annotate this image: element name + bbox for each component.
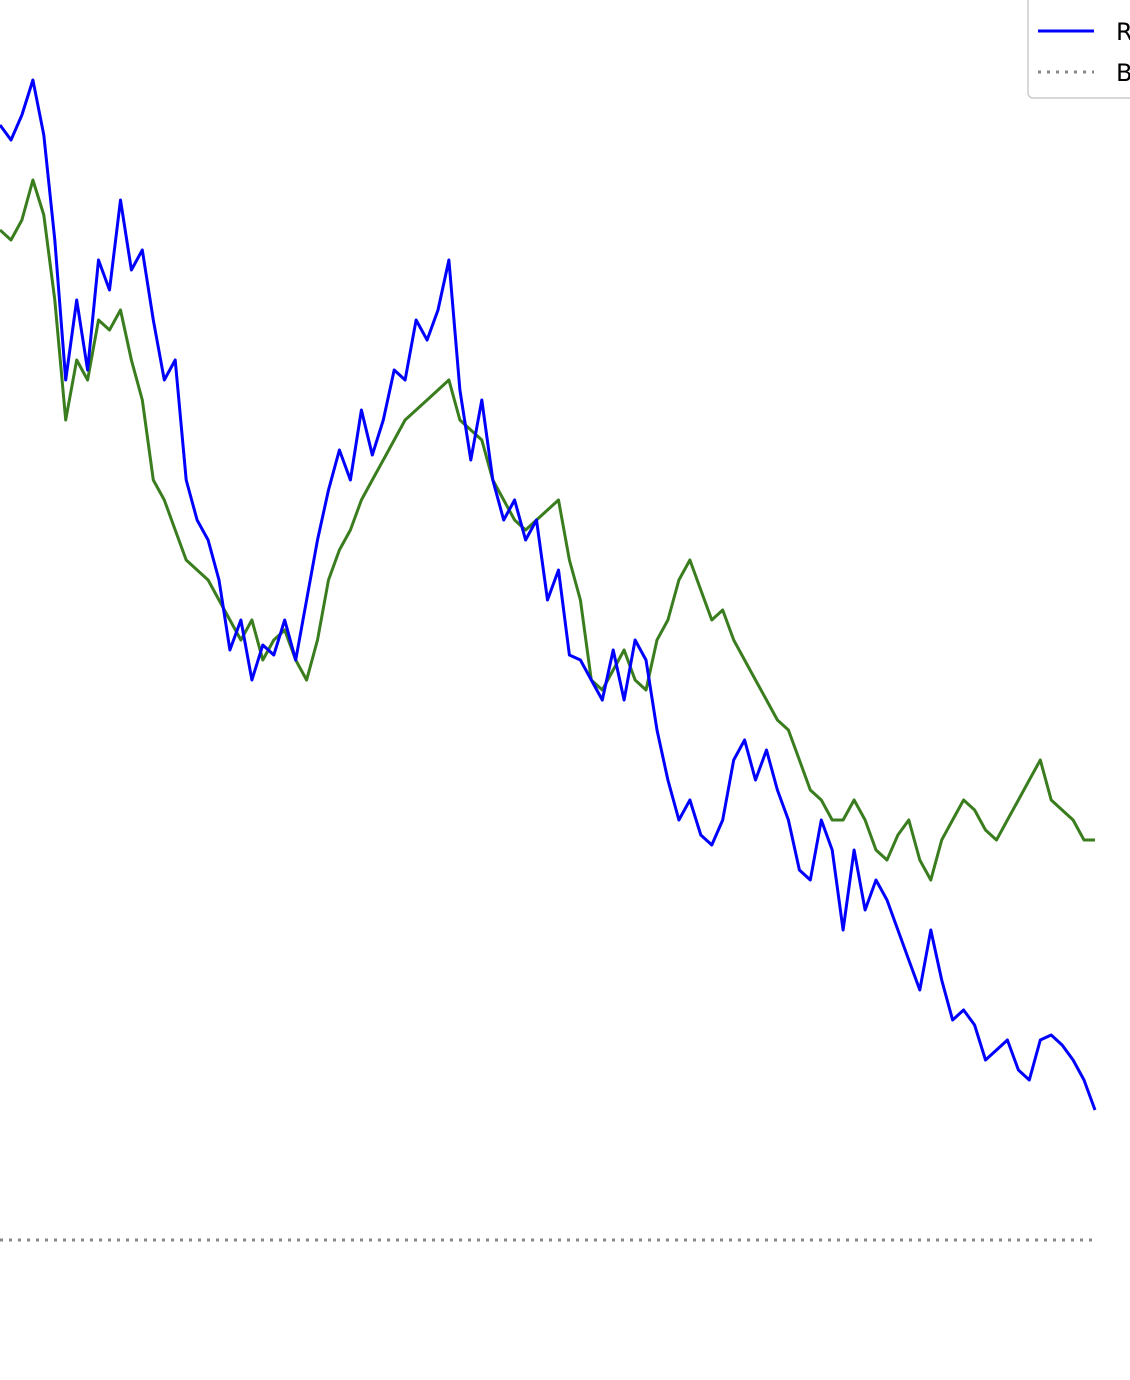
legend-box [1027, 0, 1130, 99]
legend-label-b: B [1116, 59, 1130, 87]
series-layer [0, 78, 1097, 1242]
legend-label-r: R [1116, 18, 1130, 46]
series-line-blue [0, 78, 1097, 1111]
legend: R B [1027, 0, 1130, 99]
series-line-green [0, 178, 1095, 882]
